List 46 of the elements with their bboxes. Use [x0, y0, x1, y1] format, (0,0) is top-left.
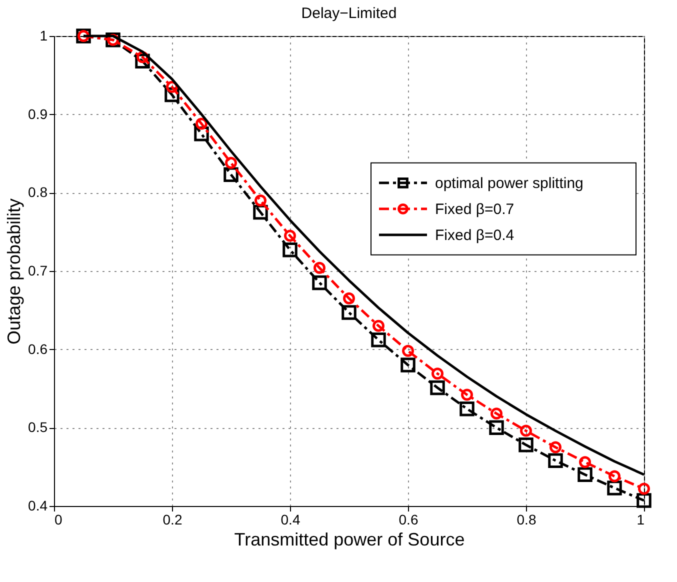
y-tick-label: 0.5: [28, 419, 48, 436]
point: [518, 438, 534, 452]
x-tick-label: 0.6: [398, 512, 418, 528]
point: [402, 344, 414, 357]
x-tick-label: 0: [54, 512, 62, 528]
legend-label: Fixed β=0.7: [435, 200, 514, 218]
point: [608, 470, 620, 482]
point: [371, 332, 386, 348]
point: [284, 230, 296, 242]
x-axis-title: Transmitted power of Source: [234, 530, 465, 550]
x-tick-label: 0.2: [162, 512, 182, 528]
point: [254, 194, 266, 206]
y-tick-label: 0.8: [28, 184, 48, 200]
x-tick-label: 0.8: [516, 512, 536, 528]
y-tick-label: 0.9: [28, 106, 48, 122]
y-tick-label: 0.4: [28, 498, 48, 514]
point: [578, 467, 592, 482]
point: [490, 408, 502, 420]
point: [342, 305, 356, 320]
point: [312, 275, 327, 290]
point: [489, 420, 504, 436]
y-tick-label: 0.7: [28, 262, 48, 278]
chart-title: Delay−Limited: [301, 4, 397, 22]
y-tick-label: 1: [40, 28, 48, 44]
point: [400, 358, 416, 372]
point: [196, 118, 208, 130]
point: [430, 380, 445, 396]
point: [461, 388, 473, 401]
point: [460, 401, 474, 416]
point: [550, 441, 562, 454]
x-tick-label: 1: [636, 512, 645, 528]
point: [432, 368, 444, 380]
point: [520, 424, 532, 437]
y-tick-label: 0.6: [28, 340, 48, 357]
point: [225, 156, 237, 169]
point: [343, 292, 355, 304]
legend-label: Fixed β=0.4: [435, 226, 514, 244]
point: [282, 242, 298, 258]
point: [372, 320, 384, 332]
point: [579, 456, 591, 468]
point: [314, 262, 326, 274]
x-tick-label: 0.4: [280, 512, 300, 528]
point: [548, 453, 563, 468]
point: [638, 482, 650, 495]
legend-label: optimal power splitting: [435, 174, 584, 192]
y-axis-title: Outage probability: [4, 198, 24, 345]
